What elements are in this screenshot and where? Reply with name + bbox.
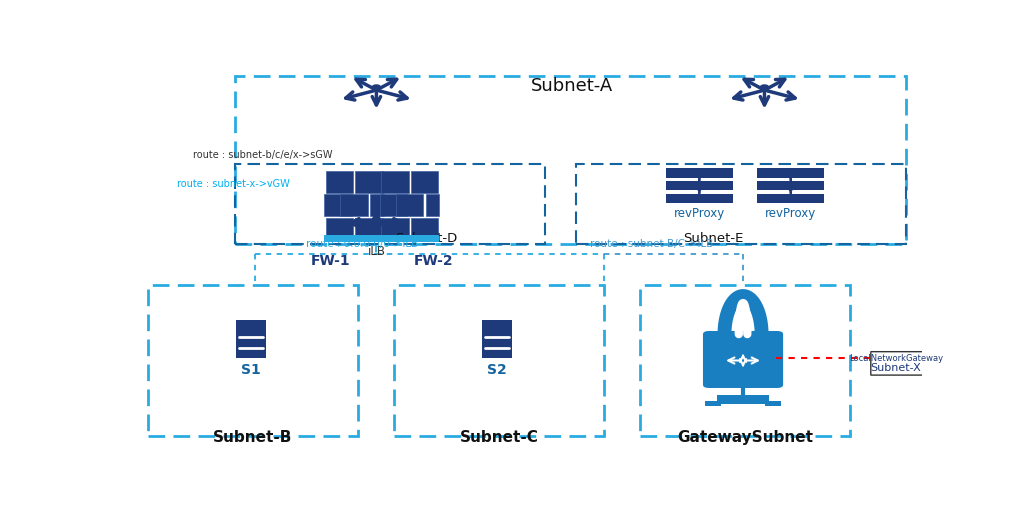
Bar [380,194,408,216]
Bar [706,401,721,406]
Text: revProxy: revProxy [765,207,816,220]
Text: Subnet-A: Subnet-A [531,77,613,95]
Polygon shape [870,352,931,375]
Text: revProxy: revProxy [674,207,725,220]
Bar [717,395,769,404]
Bar [355,171,383,193]
Bar [666,168,733,177]
Bar [640,285,850,436]
Bar [236,320,266,357]
Text: route : 0.0.0.0/0->iLB: route : 0.0.0.0/0->iLB [306,239,418,249]
Text: Subnet-B: Subnet-B [213,430,293,445]
Bar [765,401,780,406]
FancyBboxPatch shape [702,331,783,388]
Bar [411,171,438,193]
Text: FW-1: FW-1 [310,254,350,268]
Bar [326,171,353,193]
Bar [325,194,352,216]
Text: iLB: iLB [368,245,385,258]
Bar [355,218,383,240]
Text: Subnet-X: Subnet-X [870,363,922,373]
Bar [381,171,409,193]
Text: Subnet-C: Subnet-C [460,430,539,445]
Bar [326,218,353,240]
Circle shape [761,85,768,89]
Bar [371,194,384,216]
Text: GatewaySubnet: GatewaySubnet [677,430,813,445]
Bar [394,285,604,436]
Bar [426,194,439,216]
Bar [147,285,358,436]
Bar [325,235,384,242]
Bar [381,218,409,240]
Bar [577,164,906,244]
Text: S1: S1 [241,364,261,377]
Text: route : subnet-x->vGW: route : subnet-x->vGW [177,179,290,189]
Bar [666,180,733,191]
Text: LocalNetworkGateway: LocalNetworkGateway [849,354,943,363]
Text: FW-2: FW-2 [414,254,454,268]
Bar [666,194,733,203]
Circle shape [373,219,380,222]
Text: Subnet-E: Subnet-E [683,232,743,245]
Bar [757,194,824,203]
Bar [411,218,438,240]
Circle shape [373,85,380,89]
Bar [482,320,512,357]
Bar [396,194,423,216]
Bar [341,194,368,216]
Bar [757,180,824,191]
Text: Subnet-D: Subnet-D [395,232,458,245]
Text: route : subnet-B/C->iLB: route : subnet-B/C->iLB [590,239,714,249]
Text: route : subnet-b/c/e/x->sGW: route : subnet-b/c/e/x->sGW [194,150,333,160]
Text: S2: S2 [487,364,507,377]
Bar [757,168,824,177]
Bar [236,164,545,244]
Bar [380,235,439,242]
Bar [236,77,906,244]
